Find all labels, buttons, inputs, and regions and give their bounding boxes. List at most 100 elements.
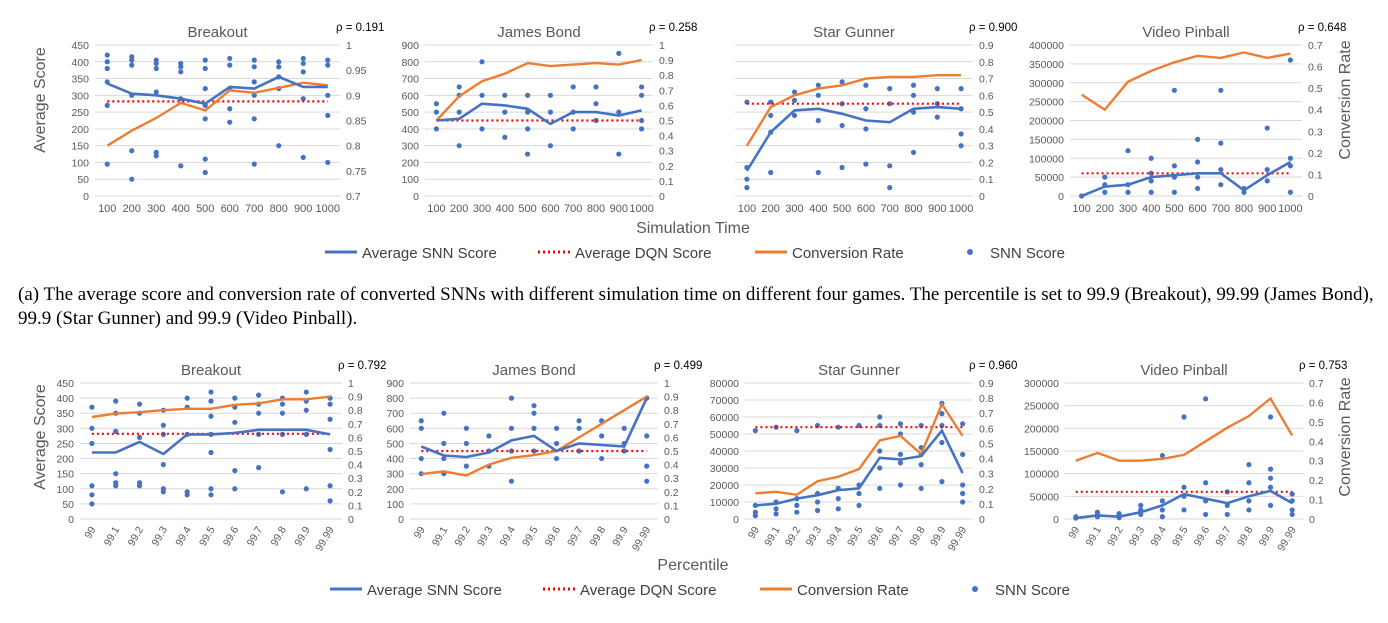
snn-score-point — [276, 64, 282, 70]
snn-score-point — [918, 462, 924, 468]
snn-score-point — [1267, 466, 1274, 472]
y2-tick-label: 0.8 — [664, 405, 679, 417]
x-tick-label: 99.3 — [149, 524, 170, 548]
x-tick-label: 400 — [809, 203, 827, 215]
y2-tick-label: 0.5 — [979, 107, 994, 119]
x-tick-label: 100 — [427, 203, 445, 215]
y-tick-label: 150 — [71, 141, 89, 153]
snn-score-point — [934, 114, 940, 120]
snn-score-point — [208, 389, 214, 395]
y-tick-label: 30000 — [710, 463, 739, 475]
y-tick-label: 200 — [386, 484, 404, 496]
snn-score-point — [1195, 174, 1201, 180]
chart-panel-4: 0 50000 100000 150000 200000 250000 300000 3500… — [1029, 22, 1346, 215]
snn-score-point — [1125, 189, 1131, 195]
snn-score-point — [208, 413, 214, 419]
y-axis-label-left-top: Average Score — [32, 47, 49, 153]
snn-score-point — [441, 455, 447, 462]
snn-score-point — [178, 69, 184, 75]
snn-score-point — [104, 52, 110, 58]
y2-tick-label: 0.5 — [659, 116, 674, 128]
x-tick-label: 700 — [881, 203, 899, 215]
snn-score-point — [433, 101, 439, 107]
y2-tick-label: 0.4 — [1308, 105, 1323, 117]
y-tick-label: 200 — [401, 157, 419, 169]
y-tick-label: 300 — [386, 469, 404, 481]
snn-score-point — [1264, 166, 1270, 173]
snn-score-point — [303, 407, 309, 413]
y2-tick-label: 0 — [659, 191, 665, 203]
rho-label: ρ = 0.753 — [1299, 360, 1347, 372]
snn-score-point — [525, 151, 531, 157]
snn-score-point — [1102, 189, 1108, 195]
y-tick-label: 40000 — [710, 446, 739, 458]
x-tick-label: 900 — [928, 203, 946, 215]
snn-score-point — [160, 422, 166, 428]
snn-score-point — [839, 164, 845, 171]
snn-score-point — [113, 483, 119, 489]
x-tick-label: 1000 — [629, 203, 653, 215]
snn-score-point — [791, 97, 798, 103]
snn-score-point — [934, 86, 940, 92]
snn-score-point — [531, 410, 537, 416]
legend-bottom: Average SNN Score Average DQN Score Conv… — [330, 582, 1070, 599]
snn-score-point — [104, 65, 110, 72]
snn-score-point — [508, 395, 515, 401]
snn-score-point — [576, 448, 582, 454]
x-tick-label: 300 — [473, 203, 491, 215]
snn-score-point — [153, 60, 159, 67]
snn-score-point — [136, 483, 143, 489]
y2-tick-label: 0.9 — [979, 40, 994, 52]
snn-score-point — [136, 401, 143, 407]
y-tick-label: 200 — [56, 454, 74, 466]
snn-score-point — [553, 455, 560, 462]
y2-tick-label: 0.7 — [979, 408, 994, 420]
y-tick-label: 0 — [398, 514, 404, 526]
snn-score-point — [939, 479, 945, 485]
y2-tick-label: 0 — [1309, 514, 1315, 526]
y2-tick-label: 0.8 — [659, 70, 674, 82]
y2-tick-label: 0.3 — [664, 473, 679, 485]
y-tick-label: 200000 — [1024, 423, 1059, 435]
snn-score-point — [897, 421, 904, 427]
snn-score-point — [863, 161, 869, 167]
snn-score-point — [208, 449, 214, 456]
snn-score-point — [768, 112, 774, 119]
snn-score-point — [814, 499, 821, 505]
snn-score-point — [1148, 155, 1154, 161]
snn-score-point — [1159, 498, 1165, 504]
snn-score-point — [958, 143, 964, 149]
y-tick-label: 250 — [71, 107, 89, 119]
snn-score-point — [325, 112, 331, 119]
snn-score-point — [576, 425, 582, 431]
x-tick-label: 1000 — [949, 203, 973, 215]
y2-tick-label: 0.1 — [659, 176, 674, 188]
snn-score-point — [327, 498, 333, 504]
x-tick-label: 99.99 — [1275, 524, 1299, 553]
x-tick-label: 500 — [833, 203, 851, 215]
snn-score-point — [184, 492, 190, 498]
x-tick-label: 300 — [147, 203, 165, 215]
x-tick-label: 99.1 — [762, 524, 783, 548]
x-tick-label: 99.2 — [783, 524, 804, 548]
x-tick-label: 400 — [172, 203, 190, 215]
y2-tick-label: 0.7 — [346, 191, 361, 203]
y2-tick-label: 0.7 — [1308, 40, 1323, 52]
snn-score-point — [160, 489, 166, 495]
snn-score-point — [877, 465, 883, 471]
snn-score-point — [160, 462, 166, 468]
y-tick-label: 300000 — [1024, 378, 1059, 390]
snn-score-point — [1159, 452, 1165, 459]
x-tick-label: 400 — [496, 203, 514, 215]
x-tick-label: 99.4 — [173, 524, 194, 548]
snn-score-point — [744, 176, 750, 182]
snn-score-point — [918, 485, 924, 491]
x-tick-label: 99.5 — [845, 524, 866, 548]
y2-tick-label: 0.8 — [346, 141, 361, 153]
x-tick-label: 99.99 — [946, 524, 970, 553]
conversion-rate-line — [1080, 51, 1291, 112]
snn-score-point — [1287, 155, 1293, 161]
legend-snn-avg-label: Average SNN Score — [367, 582, 502, 599]
y-tick-label: 100000 — [1029, 153, 1064, 165]
y-tick-label: 350000 — [1029, 59, 1064, 71]
